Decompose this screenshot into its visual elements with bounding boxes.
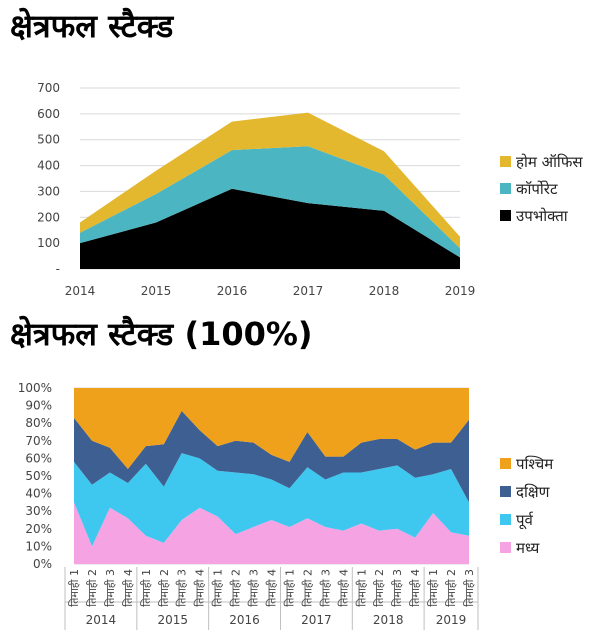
chart2-x-tick: तिमाही 1 xyxy=(68,569,81,607)
chart1-legend-label: होम ऑफिस xyxy=(516,153,583,171)
chart2-x-tick: तिमाही 3 xyxy=(176,569,189,607)
chart2-legend-swatch xyxy=(500,486,511,497)
chart2-x-tick: तिमाही 1 xyxy=(284,569,297,607)
chart2-x-tick: तिमाही 2 xyxy=(373,569,386,607)
chart2-y-tick: 30% xyxy=(25,504,52,518)
chart2-x-tick: तिमाही 2 xyxy=(86,569,99,607)
chart2-year-label: 2016 xyxy=(229,613,260,627)
chart1-y-tick: 500 xyxy=(37,133,60,147)
chart1-x-tick: 2015 xyxy=(141,284,172,298)
chart2-y-tick: 40% xyxy=(25,487,52,501)
chart2-y-tick: 50% xyxy=(25,469,52,483)
chart1-y-tick: - xyxy=(56,262,60,276)
chart2-y-tick: 70% xyxy=(25,434,52,448)
chart2-y-tick: 10% xyxy=(25,539,52,553)
chart2-legend-label: मध्य xyxy=(516,539,540,557)
chart2-x-tick: तिमाही 4 xyxy=(122,569,135,607)
chart2-year-label: 2014 xyxy=(86,613,117,627)
chart2-x-tick: तिमाही 4 xyxy=(194,569,207,607)
chart2-year-label: 2017 xyxy=(301,613,332,627)
chart1-area-3 xyxy=(80,112,460,249)
chart2-x-tick: तिमाही 3 xyxy=(248,569,261,607)
chart1-y-tick: 400 xyxy=(37,159,60,173)
chart1-area-2 xyxy=(80,146,460,258)
chart1-x-tick: 2017 xyxy=(293,284,324,298)
chart2-x-tick: तिमाही 4 xyxy=(266,569,279,607)
chart2-x-tick: तिमाही 1 xyxy=(427,569,440,607)
chart2-x-tick: तिमाही 2 xyxy=(301,569,314,607)
chart2-legend-label: पश्चिम xyxy=(516,455,554,473)
chart2-x-tick: तिमाही 1 xyxy=(212,569,225,607)
chart2-legend-label: दक्षिण xyxy=(516,483,551,501)
chart1-title: क्षेत्रफल स्टैक्ड xyxy=(10,7,174,45)
chart1-y-tick: 100 xyxy=(37,236,60,250)
chart2-y-tick: 20% xyxy=(25,522,52,536)
chart1-legend-swatch xyxy=(500,156,511,167)
chart2-legend-swatch xyxy=(500,514,511,525)
chart2-x-tick: तिमाही 2 xyxy=(445,569,458,607)
chart2-year-label: 2019 xyxy=(436,613,467,627)
chart2-y-tick: 60% xyxy=(25,451,52,465)
chart2-legend-swatch xyxy=(500,458,511,469)
chart2-x-tick: तिमाही 3 xyxy=(104,569,117,607)
chart1-area-1 xyxy=(80,188,460,269)
chart1-y-tick: 300 xyxy=(37,184,60,198)
chart2-y-tick: 0% xyxy=(33,557,52,571)
chart1-legend-label: उपभोक्ता xyxy=(516,207,569,225)
chart1-x-tick: 2019 xyxy=(445,284,476,298)
chart2-x-tick: तिमाही 3 xyxy=(319,569,332,607)
chart2-area-2 xyxy=(74,453,469,547)
chart2-legend-label: पूर्व xyxy=(516,511,534,530)
chart2-year-label: 2015 xyxy=(157,613,188,627)
chart1-legend-swatch xyxy=(500,183,511,194)
chart2-y-tick: 80% xyxy=(25,416,52,430)
chart2-area-4 xyxy=(74,388,469,469)
chart2-legend-swatch xyxy=(500,542,511,553)
chart1-y-tick: 200 xyxy=(37,210,60,224)
chart2-x-tick: तिमाही 3 xyxy=(391,569,404,607)
chart2-x-tick: तिमाही 2 xyxy=(158,569,171,607)
chart1-x-tick: 2018 xyxy=(369,284,400,298)
chart2-x-tick: तिमाही 4 xyxy=(337,569,350,607)
chart1-x-tick: 2014 xyxy=(65,284,96,298)
chart2-x-tick: तिमाही 1 xyxy=(140,569,153,607)
chart2-x-tick: तिमाही 3 xyxy=(463,569,476,607)
chart1-y-tick: 700 xyxy=(37,81,60,95)
chart2-title: क्षेत्रफल स्टैक्ड (100%) xyxy=(10,315,313,353)
chart2-x-tick: तिमाही 4 xyxy=(409,569,422,607)
chart2-y-tick: 90% xyxy=(25,399,52,413)
chart2-area-3 xyxy=(74,410,469,503)
chart2-year-label: 2018 xyxy=(373,613,404,627)
chart1-x-tick: 2016 xyxy=(217,284,248,298)
chart2-x-tick: तिमाही 1 xyxy=(355,569,368,607)
chart1-legend-label: कॉर्पोरेट xyxy=(516,180,558,198)
chart1-y-tick: 600 xyxy=(37,107,60,121)
chart2-y-tick: 100% xyxy=(18,381,52,395)
chart2-area-1 xyxy=(74,502,469,564)
chart2-x-tick: तिमाही 2 xyxy=(230,569,243,607)
chart1-legend-swatch xyxy=(500,210,511,221)
